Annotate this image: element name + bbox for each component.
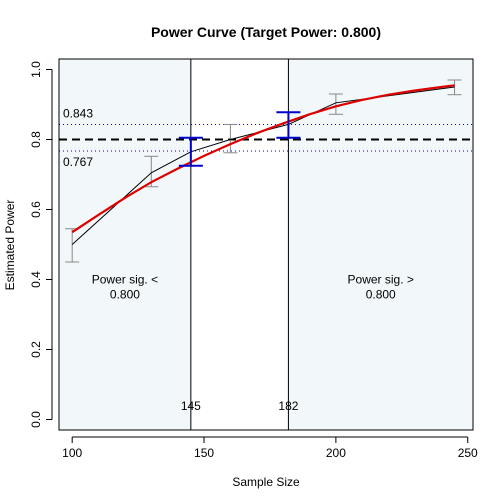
cutoff-label-high: 182 [278,399,298,413]
x-tick-label-3: 250 [458,446,478,460]
x-tick-label-0: 100 [62,446,82,460]
axes: 100 150 200 250 0.0 0.2 0.4 0.6 0.8 1.0 [29,61,478,460]
region-left-label-line2: 0.800 [110,288,140,302]
y-tick-label-0: 0.0 [29,411,43,428]
x-tick-label-1: 150 [194,446,214,460]
cutoff-label-low: 145 [181,399,201,413]
x-tick-label-2: 200 [326,446,346,460]
y-tick-label-3: 0.6 [29,201,43,218]
observed-power-line [71,86,455,245]
y-tick-label-2: 0.4 [29,271,43,288]
annotations: 0.843 0.767 145 182 Power sig. < 0.800 P… [63,106,414,413]
fitted-power-curve [71,84,455,234]
plot-frame [58,58,474,431]
y-tick-label-1: 0.2 [29,341,43,358]
significance-regions [59,59,473,430]
band-upper-label: 0.843 [63,106,93,120]
chart-title: Power Curve (Target Power: 0.800) [151,24,381,40]
region-left-label-line1: Power sig. < [92,273,158,287]
y-tick-label-5: 1.0 [29,61,43,78]
band-lower-label: 0.767 [63,155,93,169]
y-tick-label-4: 0.8 [29,131,43,148]
x-axis-label: Sample Size [232,475,300,489]
y-axis-label: Estimated Power [3,200,17,291]
region-right-label-line2: 0.800 [366,288,396,302]
highlighted-confidence-intervals [178,111,301,167]
cutoff-lines [190,59,289,430]
power-series [71,84,455,245]
region-above-target [288,59,473,430]
reference-lines [59,123,473,152]
region-right-label-line1: Power sig. > [348,273,414,287]
region-below-target [59,59,191,430]
